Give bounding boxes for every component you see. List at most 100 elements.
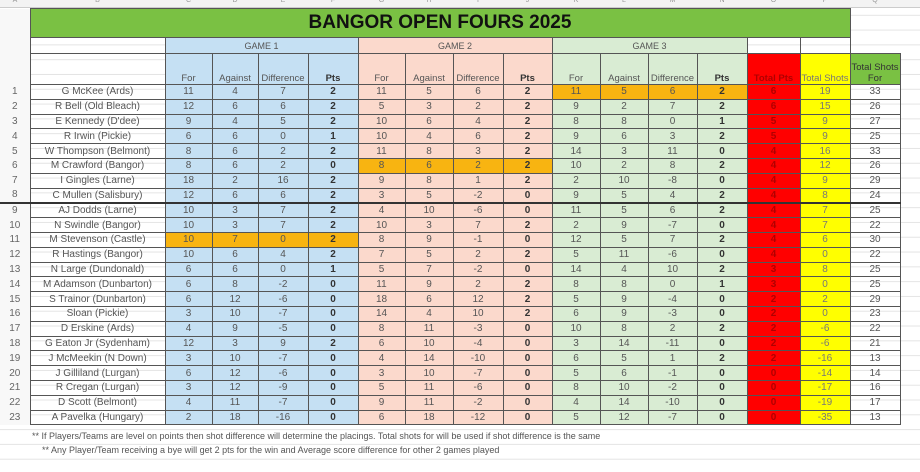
game-3-difference-cell[interactable]: 7: [647, 231, 698, 248]
game-3-pts-cell[interactable]: 2: [696, 231, 748, 248]
game-2-for-cell[interactable]: 4: [357, 350, 406, 367]
game-3-against-cell[interactable]: 9: [599, 217, 649, 233]
player-name[interactable]: M Crawford (Bangor): [29, 157, 166, 174]
player-name[interactable]: J McMeekin (N Down): [29, 350, 166, 367]
row-number[interactable]: 11: [0, 232, 30, 248]
player-name[interactable]: E Kennedy (D'dee): [29, 113, 166, 130]
game-3-pts-cell[interactable]: 2: [696, 128, 748, 145]
game-1-pts-cell[interactable]: 2: [307, 231, 359, 248]
game-3-pts-cell[interactable]: 0: [696, 379, 748, 396]
column-letter[interactable]: H: [426, 0, 432, 4]
column-letter[interactable]: C: [185, 0, 192, 4]
game-1-for-cell[interactable]: 8: [164, 157, 213, 174]
game-3-difference-cell[interactable]: -7: [647, 409, 698, 426]
game-1-difference-cell[interactable]: 0: [257, 231, 309, 248]
game-1-pts-cell[interactable]: 0: [307, 379, 359, 396]
game-1-pts-cell[interactable]: 0: [307, 394, 359, 411]
game-2-for-cell[interactable]: 3: [357, 187, 406, 204]
game-1-difference-cell[interactable]: -5: [257, 320, 309, 337]
total-shots-for-cell[interactable]: 22: [849, 217, 901, 233]
game-3-against-cell[interactable]: 5: [599, 201, 649, 219]
total-shots-cell[interactable]: 16: [799, 143, 851, 159]
game-1-pts-cell[interactable]: 2: [307, 187, 359, 204]
row-number[interactable]: 3: [0, 114, 30, 129]
game-1-for-cell[interactable]: 10: [164, 246, 213, 263]
game-1-against-cell[interactable]: 10: [211, 350, 259, 367]
game-1-difference-cell[interactable]: 2: [257, 157, 309, 174]
game-2-pts-cell[interactable]: 2: [502, 157, 553, 174]
game-2-against-cell[interactable]: 4: [404, 305, 454, 322]
game-2-pts-cell[interactable]: 0: [502, 379, 553, 396]
total-pts-cell[interactable]: 5: [746, 113, 801, 130]
game-3-against-cell[interactable]: 5: [599, 84, 649, 100]
game-1-for-cell[interactable]: 6: [164, 128, 213, 145]
column-letter[interactable]: O: [770, 0, 777, 4]
game-2-against-cell[interactable]: 3: [404, 217, 454, 233]
game-3-for-cell[interactable]: 6: [551, 350, 601, 367]
game-2-difference-cell[interactable]: 7: [452, 217, 504, 233]
row-number[interactable]: 4: [0, 128, 30, 144]
row-number[interactable]: 13: [0, 262, 30, 277]
game-1-difference-cell[interactable]: -7: [257, 394, 309, 411]
game-2-difference-cell[interactable]: 2: [452, 98, 504, 115]
total-shots-cell[interactable]: 0: [799, 276, 851, 293]
total-shots-cell[interactable]: 8: [799, 261, 851, 278]
game-1-pts-cell[interactable]: 2: [307, 143, 359, 159]
total-pts-cell[interactable]: 0: [746, 409, 801, 426]
game-3-against-cell[interactable]: 12: [599, 409, 649, 426]
game-3-pts-cell[interactable]: 2: [696, 157, 748, 174]
total-pts-cell[interactable]: 4: [746, 217, 801, 233]
column-letter[interactable]: K: [573, 0, 579, 4]
column-letter[interactable]: P: [822, 0, 828, 4]
row-number[interactable]: [0, 37, 30, 54]
game-1-for-cell[interactable]: 10: [164, 231, 213, 248]
game-3-for-cell[interactable]: 11: [551, 84, 601, 100]
total-shots-cell[interactable]: -16: [799, 350, 851, 367]
game-2-for-cell[interactable]: 9: [357, 172, 406, 189]
total-pts-cell[interactable]: 2: [746, 291, 801, 307]
total-pts-cell[interactable]: 4: [746, 201, 801, 219]
game-3-difference-cell[interactable]: -2: [647, 379, 698, 396]
game-1-for-cell[interactable]: 4: [164, 320, 213, 337]
game-3-difference-cell[interactable]: -8: [647, 172, 698, 189]
game-2-difference-cell[interactable]: 6: [452, 84, 504, 100]
game-1-difference-cell[interactable]: -6: [257, 365, 309, 381]
game-2-against-cell[interactable]: 6: [404, 291, 454, 307]
player-name[interactable]: R Bell (Old Bleach): [29, 98, 166, 115]
row-number[interactable]: 17: [0, 321, 30, 337]
total-pts-cell[interactable]: 5: [746, 128, 801, 145]
game-3-for-header[interactable]: For: [551, 53, 601, 85]
game-3-against-cell[interactable]: 5: [599, 231, 649, 248]
total-shots-for-cell[interactable]: 29: [849, 172, 901, 189]
total-shots-cell[interactable]: 0: [799, 246, 851, 263]
total-pts-cell[interactable]: 6: [746, 84, 801, 100]
game-2-for-cell[interactable]: 14: [357, 305, 406, 322]
row-number[interactable]: 2: [0, 99, 30, 115]
row-number[interactable]: [0, 8, 30, 38]
game-2-pts-cell[interactable]: 0: [502, 409, 553, 426]
game-3-difference-cell[interactable]: -3: [647, 305, 698, 322]
game-3-pts-cell[interactable]: 2: [696, 98, 748, 115]
game-1-pts-cell[interactable]: 2: [307, 84, 359, 100]
column-letter[interactable]: E: [280, 0, 286, 4]
total-pts-cell[interactable]: 0: [746, 394, 801, 411]
game-2-for-cell[interactable]: 5: [357, 379, 406, 396]
game-1-against-cell[interactable]: 3: [211, 217, 259, 233]
game-1-pts-cell[interactable]: 0: [307, 350, 359, 367]
game-1-for-cell[interactable]: 6: [164, 365, 213, 381]
game-2-difference-cell[interactable]: -7: [452, 365, 504, 381]
game-3-against-cell[interactable]: 8: [599, 320, 649, 337]
game-3-for-cell[interactable]: 14: [551, 143, 601, 159]
total-shots-for-cell[interactable]: 25: [849, 128, 901, 145]
column-letter[interactable]: B: [95, 0, 100, 4]
game-1-pts-cell[interactable]: 2: [307, 201, 359, 219]
game-1-for-cell[interactable]: 8: [164, 143, 213, 159]
game-1-for-cell[interactable]: 6: [164, 261, 213, 278]
game-1-for-cell[interactable]: 3: [164, 305, 213, 322]
game-2-for-cell[interactable]: 5: [357, 261, 406, 278]
game-3-pts-cell[interactable]: 0: [696, 217, 748, 233]
game-3-for-cell[interactable]: 2: [551, 217, 601, 233]
game-3-for-cell[interactable]: 5: [551, 291, 601, 307]
game-2-for-header[interactable]: For: [357, 53, 406, 85]
game-1-pts-cell[interactable]: 1: [307, 261, 359, 278]
